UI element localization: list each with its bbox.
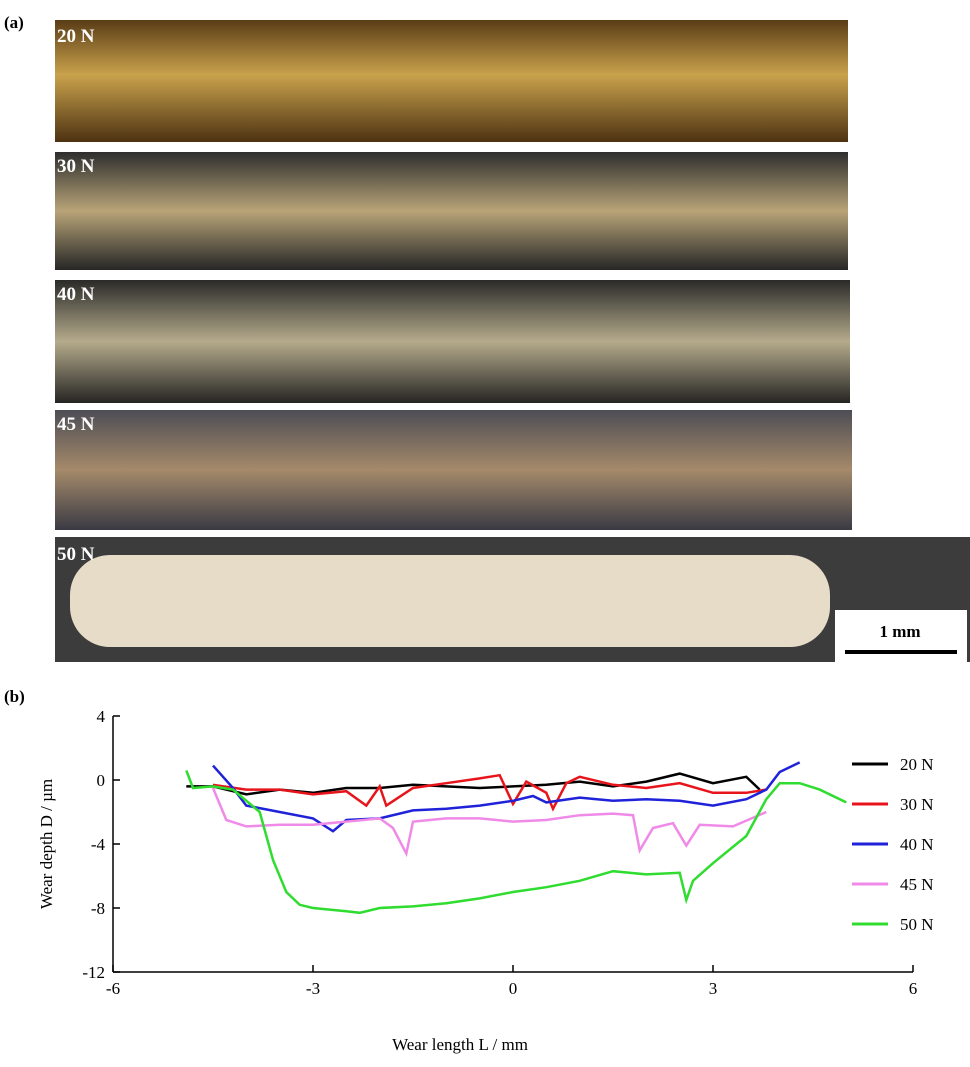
legend-label: 40 N bbox=[900, 835, 934, 854]
micrograph bbox=[55, 20, 848, 142]
y-tick-label: -8 bbox=[91, 899, 105, 918]
scale-bar-label: 1 mm bbox=[879, 622, 920, 641]
micrograph bbox=[55, 410, 852, 530]
micrograph bbox=[55, 280, 850, 403]
data-line bbox=[212, 761, 801, 833]
data-line bbox=[211, 787, 767, 858]
x-tick-label: 6 bbox=[909, 979, 918, 998]
y-axis-label: Wear depth D / µm bbox=[37, 779, 56, 909]
micrograph bbox=[55, 152, 848, 270]
y-tick-label: -4 bbox=[91, 835, 106, 854]
strip-label: 20 N bbox=[57, 26, 95, 47]
strip-label: 30 N bbox=[57, 156, 95, 177]
panel-label: (a) bbox=[4, 13, 24, 32]
strip-label: 40 N bbox=[57, 284, 95, 305]
data-line bbox=[185, 769, 847, 915]
y-tick-label: 4 bbox=[97, 707, 106, 726]
legend-label: 30 N bbox=[900, 795, 934, 814]
y-tick-label: -12 bbox=[82, 963, 105, 982]
x-tick-label: -6 bbox=[106, 979, 120, 998]
legend-label: 20 N bbox=[900, 755, 934, 774]
legend-label: 45 N bbox=[900, 875, 934, 894]
panel-label: (b) bbox=[4, 687, 25, 706]
panel-b: (b) Wear length L / mm Wear depth D / µm… bbox=[4, 687, 934, 1054]
x-axis-label: Wear length L / mm bbox=[392, 1035, 528, 1054]
x-tick-label: 3 bbox=[709, 979, 718, 998]
strip-label: 50 N bbox=[57, 544, 95, 565]
x-tick-label: -3 bbox=[306, 979, 320, 998]
wear-track bbox=[70, 555, 830, 647]
x-tick-label: 0 bbox=[509, 979, 518, 998]
legend-label: 50 N bbox=[900, 915, 934, 934]
y-tick-label: 0 bbox=[97, 771, 106, 790]
panel-a: (a) 20 N 30 N 40 N 45 N 50 N 1 mm bbox=[4, 13, 970, 662]
strip-label: 45 N bbox=[57, 414, 95, 435]
data-line bbox=[212, 773, 767, 812]
